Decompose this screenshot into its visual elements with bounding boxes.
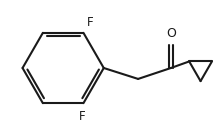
Text: F: F [79, 110, 85, 123]
Text: O: O [166, 27, 176, 40]
Text: F: F [87, 16, 94, 29]
